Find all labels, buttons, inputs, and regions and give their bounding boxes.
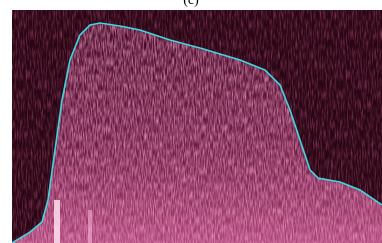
spectrogram <box>12 10 382 243</box>
bright-streak <box>88 210 92 243</box>
bright-streak <box>54 200 60 243</box>
figure-panel: (c) <box>0 0 382 243</box>
panel-label: (c) <box>183 0 199 8</box>
